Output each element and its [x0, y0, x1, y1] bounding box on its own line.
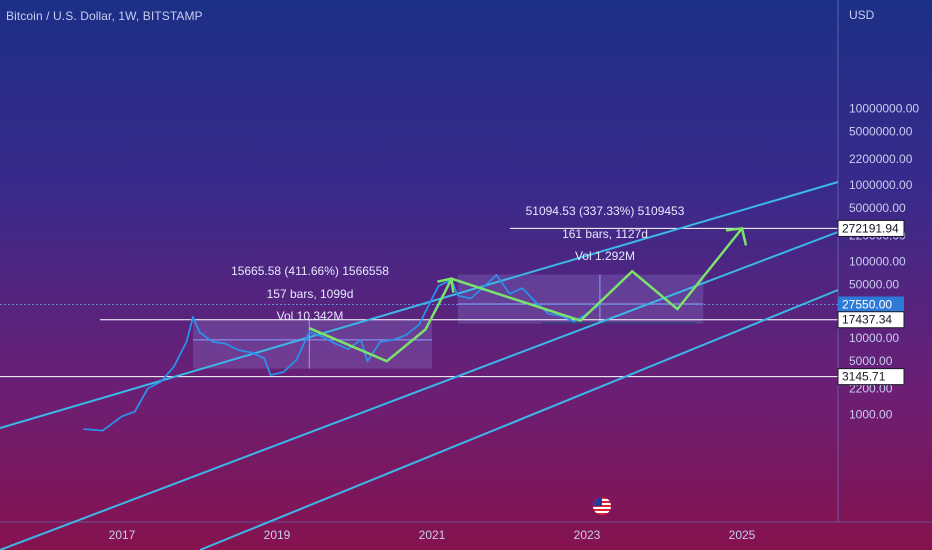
y-tick-label: 5000000.00 [849, 125, 913, 139]
y-tick-label: 100000.00 [849, 255, 906, 269]
price-tag-label: 272191.94 [842, 221, 899, 235]
channel-line [199, 289, 839, 550]
measure-annotation: 161 bars, 1127d [562, 227, 648, 241]
x-tick-label: 2019 [264, 528, 291, 542]
y-tick-label: 5000.00 [849, 354, 893, 368]
y-tick-label: 10000.00 [849, 331, 899, 345]
price-line [83, 274, 601, 432]
x-tick-label: 2017 [109, 528, 136, 542]
y-unit-label: USD [849, 8, 875, 22]
chart-title: Bitcoin / U.S. Dollar, 1W, BITSTAMP [6, 9, 203, 23]
y-tick-label: 500000.00 [849, 201, 906, 215]
measure-annotation: 157 bars, 1099d [267, 287, 354, 301]
measure-annotation: 51094.53 (337.33%) 5109453 [526, 204, 685, 218]
measure-annotation: Vol 10.342M [277, 309, 344, 323]
projection-arrowhead [725, 227, 748, 246]
measure-annotation: 15665.58 (411.66%) 1566558 [231, 264, 389, 278]
price-tag [837, 219, 905, 237]
price-tag [838, 296, 904, 313]
y-tick-label: 2200000.00 [849, 152, 913, 166]
y-tick-label: 50000.00 [849, 278, 899, 292]
channel-line [0, 181, 839, 429]
price-tag-label: 17437.34 [842, 313, 892, 327]
x-tick-label: 2023 [574, 528, 601, 542]
price-tag [837, 368, 905, 386]
us-flag-icon [593, 497, 611, 515]
measure-annotation: Vol 1.292M [575, 249, 635, 263]
y-tick-label: 1000000.00 [849, 178, 913, 192]
price-tag-label: 27550.00 [842, 298, 892, 312]
x-tick-label: 2021 [419, 528, 446, 542]
y-tick-label: 10000000.00 [849, 102, 919, 116]
y-tick-label: 1000.00 [849, 408, 893, 422]
price-tag-label: 3145.71 [842, 370, 886, 384]
x-tick-label: 2025 [729, 528, 756, 542]
channel-line [0, 231, 839, 550]
price-tag [837, 311, 905, 329]
projection-arrowhead [437, 277, 455, 293]
